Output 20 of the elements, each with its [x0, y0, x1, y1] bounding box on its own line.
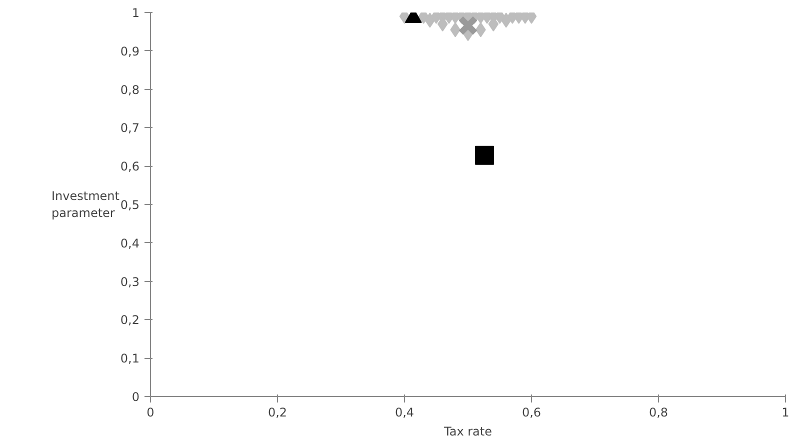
y-tick-label: 0,1: [120, 352, 140, 366]
y-tick-label: 0,4: [120, 236, 140, 250]
y-tick-label: 0,2: [120, 313, 140, 328]
x-axis-title: Tax rate: [443, 424, 492, 438]
point: [475, 146, 494, 165]
y-tick-label: 0,7: [120, 121, 140, 136]
y-tick-label: 0,3: [120, 274, 140, 289]
x-tick-label: 1: [782, 406, 790, 420]
x-tick-label: 0,4: [394, 406, 414, 420]
y-tick-label: 0,6: [120, 160, 140, 174]
x-tick-label: 0: [146, 406, 154, 420]
x-tick-label: 0,6: [522, 406, 542, 420]
y-tick-label: 0: [132, 390, 140, 404]
x-tick-label: 0,8: [648, 406, 668, 420]
y-tick-label: 0,8: [120, 82, 140, 97]
x-tick-label: 0,2: [268, 406, 288, 420]
y-axis-title: Investment parameter: [52, 189, 120, 220]
y-tick-label: 0,5: [120, 198, 140, 212]
y-tick-label: 1: [132, 6, 140, 20]
y-tick-label: 0,9: [120, 44, 140, 58]
